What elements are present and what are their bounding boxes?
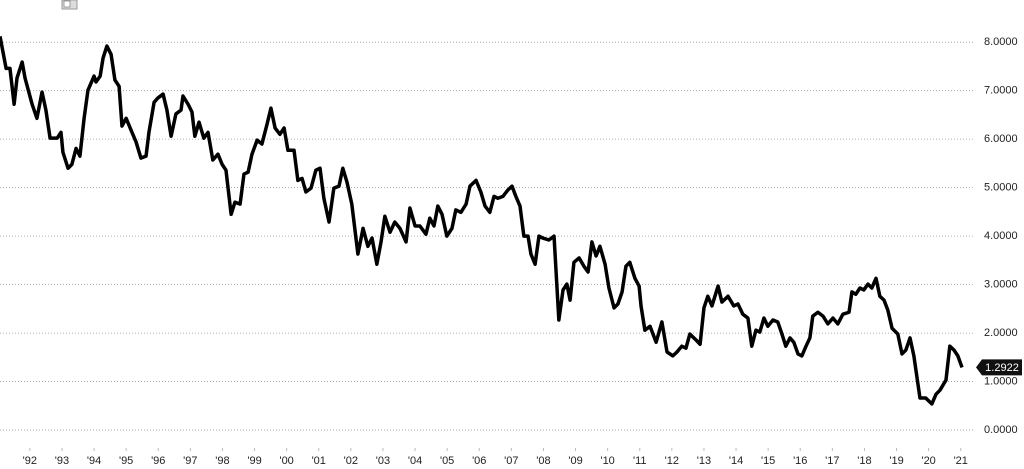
x-tick-label: '17 [825,455,839,467]
x-tick-label: '01 [312,455,326,467]
x-tick-label: '03 [376,455,390,467]
last-value-badge [976,359,1022,376]
y-tick-label: 1.0000 [984,375,1018,387]
y-tick-label: 0.0000 [984,424,1018,436]
x-tick-label: '08 [536,455,550,467]
x-tick-label: '00 [279,455,293,467]
x-tick-label: '99 [247,455,261,467]
x-tick-label: '18 [857,455,871,467]
last-value-label: 1.2922 [985,362,1019,374]
x-tick-label: '10 [600,455,614,467]
x-tick-label: '96 [151,455,165,467]
x-tick-label: '07 [504,455,518,467]
x-tick-label: '19 [889,455,903,467]
x-tick-label: '06 [472,455,486,467]
x-tick-label: '13 [697,455,711,467]
x-tick-label: '16 [793,455,807,467]
x-tick-label: '04 [408,455,422,467]
x-tick-label: '12 [665,455,679,467]
y-tick-label: 4.0000 [984,230,1018,242]
grid [0,41,975,431]
x-tick-label: '15 [761,455,775,467]
x-tick-label: '92 [23,455,37,467]
x-tick-label: '98 [215,455,229,467]
y-tick-label: 7.0000 [984,85,1018,97]
x-tick-label: '05 [440,455,454,467]
x-tick-label: '20 [921,455,935,467]
x-tick-label: '11 [633,455,647,467]
menu-icon-glyph [63,0,71,8]
y-tick-label: 2.0000 [984,327,1018,339]
y-tick-label: 5.0000 [984,182,1018,194]
y-tick-label: 8.0000 [984,36,1018,48]
y-tick-label: 6.0000 [984,133,1018,145]
x-tick-label: '14 [729,455,743,467]
x-tick-label: '09 [568,455,582,467]
x-tick-label: '95 [119,455,133,467]
x-tick-label: '02 [344,455,358,467]
axis-labels: 0.0000 1.0000 2.0000 3.0000 4.0000 5.0000 6.00… [23,36,1022,467]
plot-area [0,36,964,406]
x-tick-label: '21 [954,455,968,467]
price-line [0,36,964,406]
x-tick-label: '94 [87,455,101,467]
y-tick-label: 3.0000 [984,279,1018,291]
x-tick-label: '93 [55,455,69,467]
x-tick-label: '97 [183,455,197,467]
